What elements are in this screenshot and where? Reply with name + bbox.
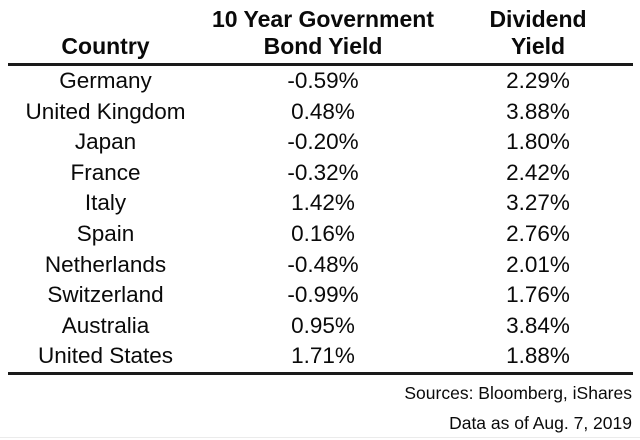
bond-yield-cell: -0.48%: [287, 251, 359, 277]
bond-yield-cell: 0.95%: [291, 312, 355, 338]
country-cell: United Kingdom: [25, 98, 186, 124]
bond-yield-cell: -0.99%: [287, 282, 359, 308]
dividend-yield-cell: 1.88%: [443, 341, 633, 375]
table-row: Germany -0.59% 2.29%: [8, 65, 633, 97]
country-cell: Japan: [74, 129, 137, 155]
data-as-of-note: Data as of Aug. 7, 2019: [449, 412, 632, 433]
dividend-yield-cell: 1.76%: [506, 282, 570, 308]
bond-yield-cell: -0.32%: [287, 159, 359, 185]
bond-yield-cell: 1.42%: [291, 190, 355, 216]
dividend-yield-cell: 3.27%: [506, 190, 570, 216]
country-cell: France: [70, 159, 141, 185]
column-header-bond-yield: 10 Year Government Bond Yield: [203, 0, 443, 66]
table-row: Netherlands -0.48% 2.01%: [8, 250, 633, 281]
table-body: Germany -0.59% 2.29% United Kingdom 0.48…: [8, 65, 633, 375]
sources-note: Sources: Bloomberg, iShares: [404, 382, 632, 403]
dividend-yield-cell: 2.76%: [506, 220, 570, 246]
table-row: Spain 0.16% 2.76%: [8, 219, 633, 250]
dividend-yield-cell: 2.29%: [506, 68, 570, 93]
header-line: 10 Year Government: [211, 6, 435, 32]
header-line: Yield: [510, 33, 566, 59]
country-cell: Australia: [61, 312, 150, 338]
yield-table: Country 10 Year Government Bond Yield Di…: [8, 0, 633, 375]
country-cell: United States: [8, 341, 203, 375]
column-header-country: Country: [8, 0, 203, 66]
bond-yield-cell: -0.20%: [287, 129, 359, 155]
country-cell: Spain: [76, 220, 135, 246]
table-row: Switzerland -0.99% 1.76%: [8, 280, 633, 311]
header-line: Dividend: [489, 6, 587, 32]
footer-notes: Sources: Bloomberg, iShares Data as of A…: [7, 383, 632, 434]
country-cell: Germany: [59, 68, 152, 93]
bottom-divider: [0, 437, 640, 438]
bond-yield-cell: 1.71%: [203, 341, 443, 375]
table-row: United States 1.71% 1.88%: [8, 341, 633, 375]
dividend-yield-cell: 2.01%: [506, 251, 570, 277]
table-row: United Kingdom 0.48% 3.88%: [8, 97, 633, 128]
table-row: Japan -0.20% 1.80%: [8, 127, 633, 158]
dividend-yield-cell: 2.42%: [506, 159, 570, 185]
country-cell: Italy: [84, 190, 127, 216]
bond-yield-cell: -0.59%: [287, 68, 359, 93]
column-header-dividend-yield: Dividend Yield: [443, 0, 633, 66]
table-header: Country 10 Year Government Bond Yield Di…: [8, 0, 633, 66]
header-line: Country: [61, 33, 150, 59]
table-row: France -0.32% 2.42%: [8, 158, 633, 189]
bond-yield-cell: 0.16%: [291, 220, 355, 246]
table-row: Australia 0.95% 3.84%: [8, 311, 633, 342]
header-line: Bond Yield: [263, 33, 383, 59]
dividend-yield-cell: 3.84%: [506, 312, 570, 338]
header-row: Country 10 Year Government Bond Yield Di…: [8, 0, 633, 66]
dividend-yield-cell: 1.80%: [506, 129, 570, 155]
country-cell: Switzerland: [47, 282, 164, 308]
bond-yield-cell: 0.48%: [291, 98, 355, 124]
country-cell: Netherlands: [44, 251, 167, 277]
table-row: Italy 1.42% 3.27%: [8, 188, 633, 219]
dividend-yield-cell: 3.88%: [506, 98, 570, 124]
